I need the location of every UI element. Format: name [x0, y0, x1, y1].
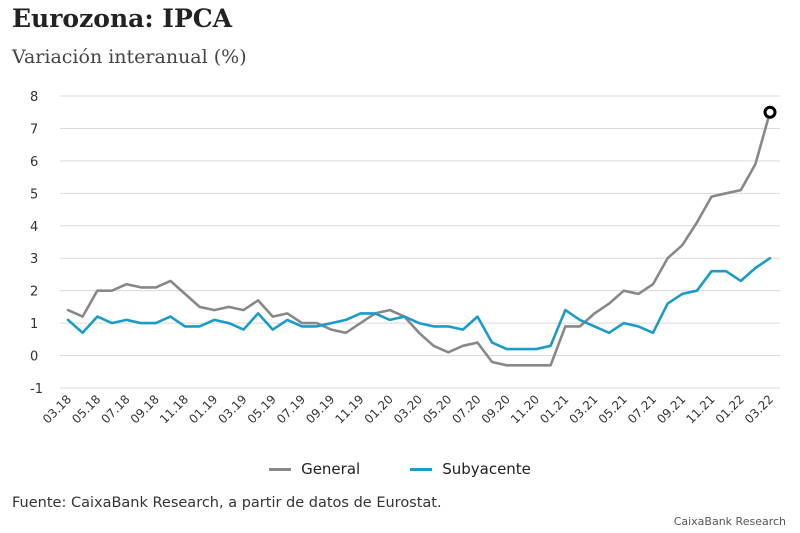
y-tick-label: 7: [30, 122, 38, 137]
y-tick-label: 8: [30, 90, 38, 105]
y-tick-label: 5: [30, 187, 38, 202]
legend-item-general: General: [269, 460, 360, 478]
x-tick-label: 05.19: [245, 392, 279, 426]
x-tick-label: 01.19: [186, 392, 220, 426]
x-tick-label: 09.20: [479, 392, 513, 426]
x-tick-label: 11.20: [508, 392, 542, 426]
x-tick-label: 11.21: [683, 392, 717, 426]
y-tick-label: 6: [30, 155, 38, 170]
y-tick-label: 0: [30, 350, 38, 365]
x-tick-label: 05.21: [596, 392, 630, 426]
x-tick-label: 03.19: [215, 392, 249, 426]
x-tick-label: 01.21: [537, 392, 571, 426]
x-tick-label: 03.20: [391, 392, 425, 426]
chart-title: Eurozona: IPCA: [12, 4, 233, 33]
series-line-general: [66, 110, 772, 367]
x-tick-label: 05.18: [69, 392, 103, 426]
x-tick-label: 11.18: [157, 392, 191, 426]
highlight-marker: [763, 105, 777, 119]
chart-legend: General Subyacente: [0, 460, 800, 478]
x-tick-label: 09.21: [654, 392, 688, 426]
source-note: Fuente: CaixaBank Research, a partir de …: [12, 495, 442, 511]
x-tick-label: 07.21: [625, 392, 659, 426]
x-tick-label: 03.22: [742, 392, 776, 426]
x-tick-label: 05.20: [420, 392, 454, 426]
legend-swatch-subyacente: [410, 467, 433, 471]
legend-item-subyacente: Subyacente: [410, 460, 531, 478]
legend-label-subyacente: Subyacente: [442, 460, 531, 478]
y-tick-label: 3: [30, 252, 38, 267]
x-tick-label: 09.18: [128, 392, 162, 426]
x-tick-label: 03.21: [566, 392, 600, 426]
x-tick-label: 11.19: [332, 392, 366, 426]
y-tick-label: 1: [30, 317, 38, 332]
x-tick-label: 07.19: [274, 392, 308, 426]
x-tick-label: 07.18: [98, 392, 132, 426]
x-tick-label: 09.19: [303, 392, 337, 426]
credit-label: CaixaBank Research: [673, 515, 786, 528]
x-tick-label: 07.20: [449, 392, 483, 426]
x-tick-label: 01.20: [362, 392, 396, 426]
y-tick-label: -1: [30, 382, 43, 397]
legend-swatch-general: [269, 467, 292, 471]
y-tick-label: 4: [30, 220, 38, 235]
x-tick-label: 01.22: [713, 392, 747, 426]
series-line-subyacente: [66, 256, 772, 351]
chart-subtitle: Variación interanual (%): [12, 46, 247, 68]
legend-label-general: General: [301, 460, 361, 478]
x-tick-label: 03.18: [40, 392, 74, 426]
y-tick-label: 2: [30, 285, 38, 300]
